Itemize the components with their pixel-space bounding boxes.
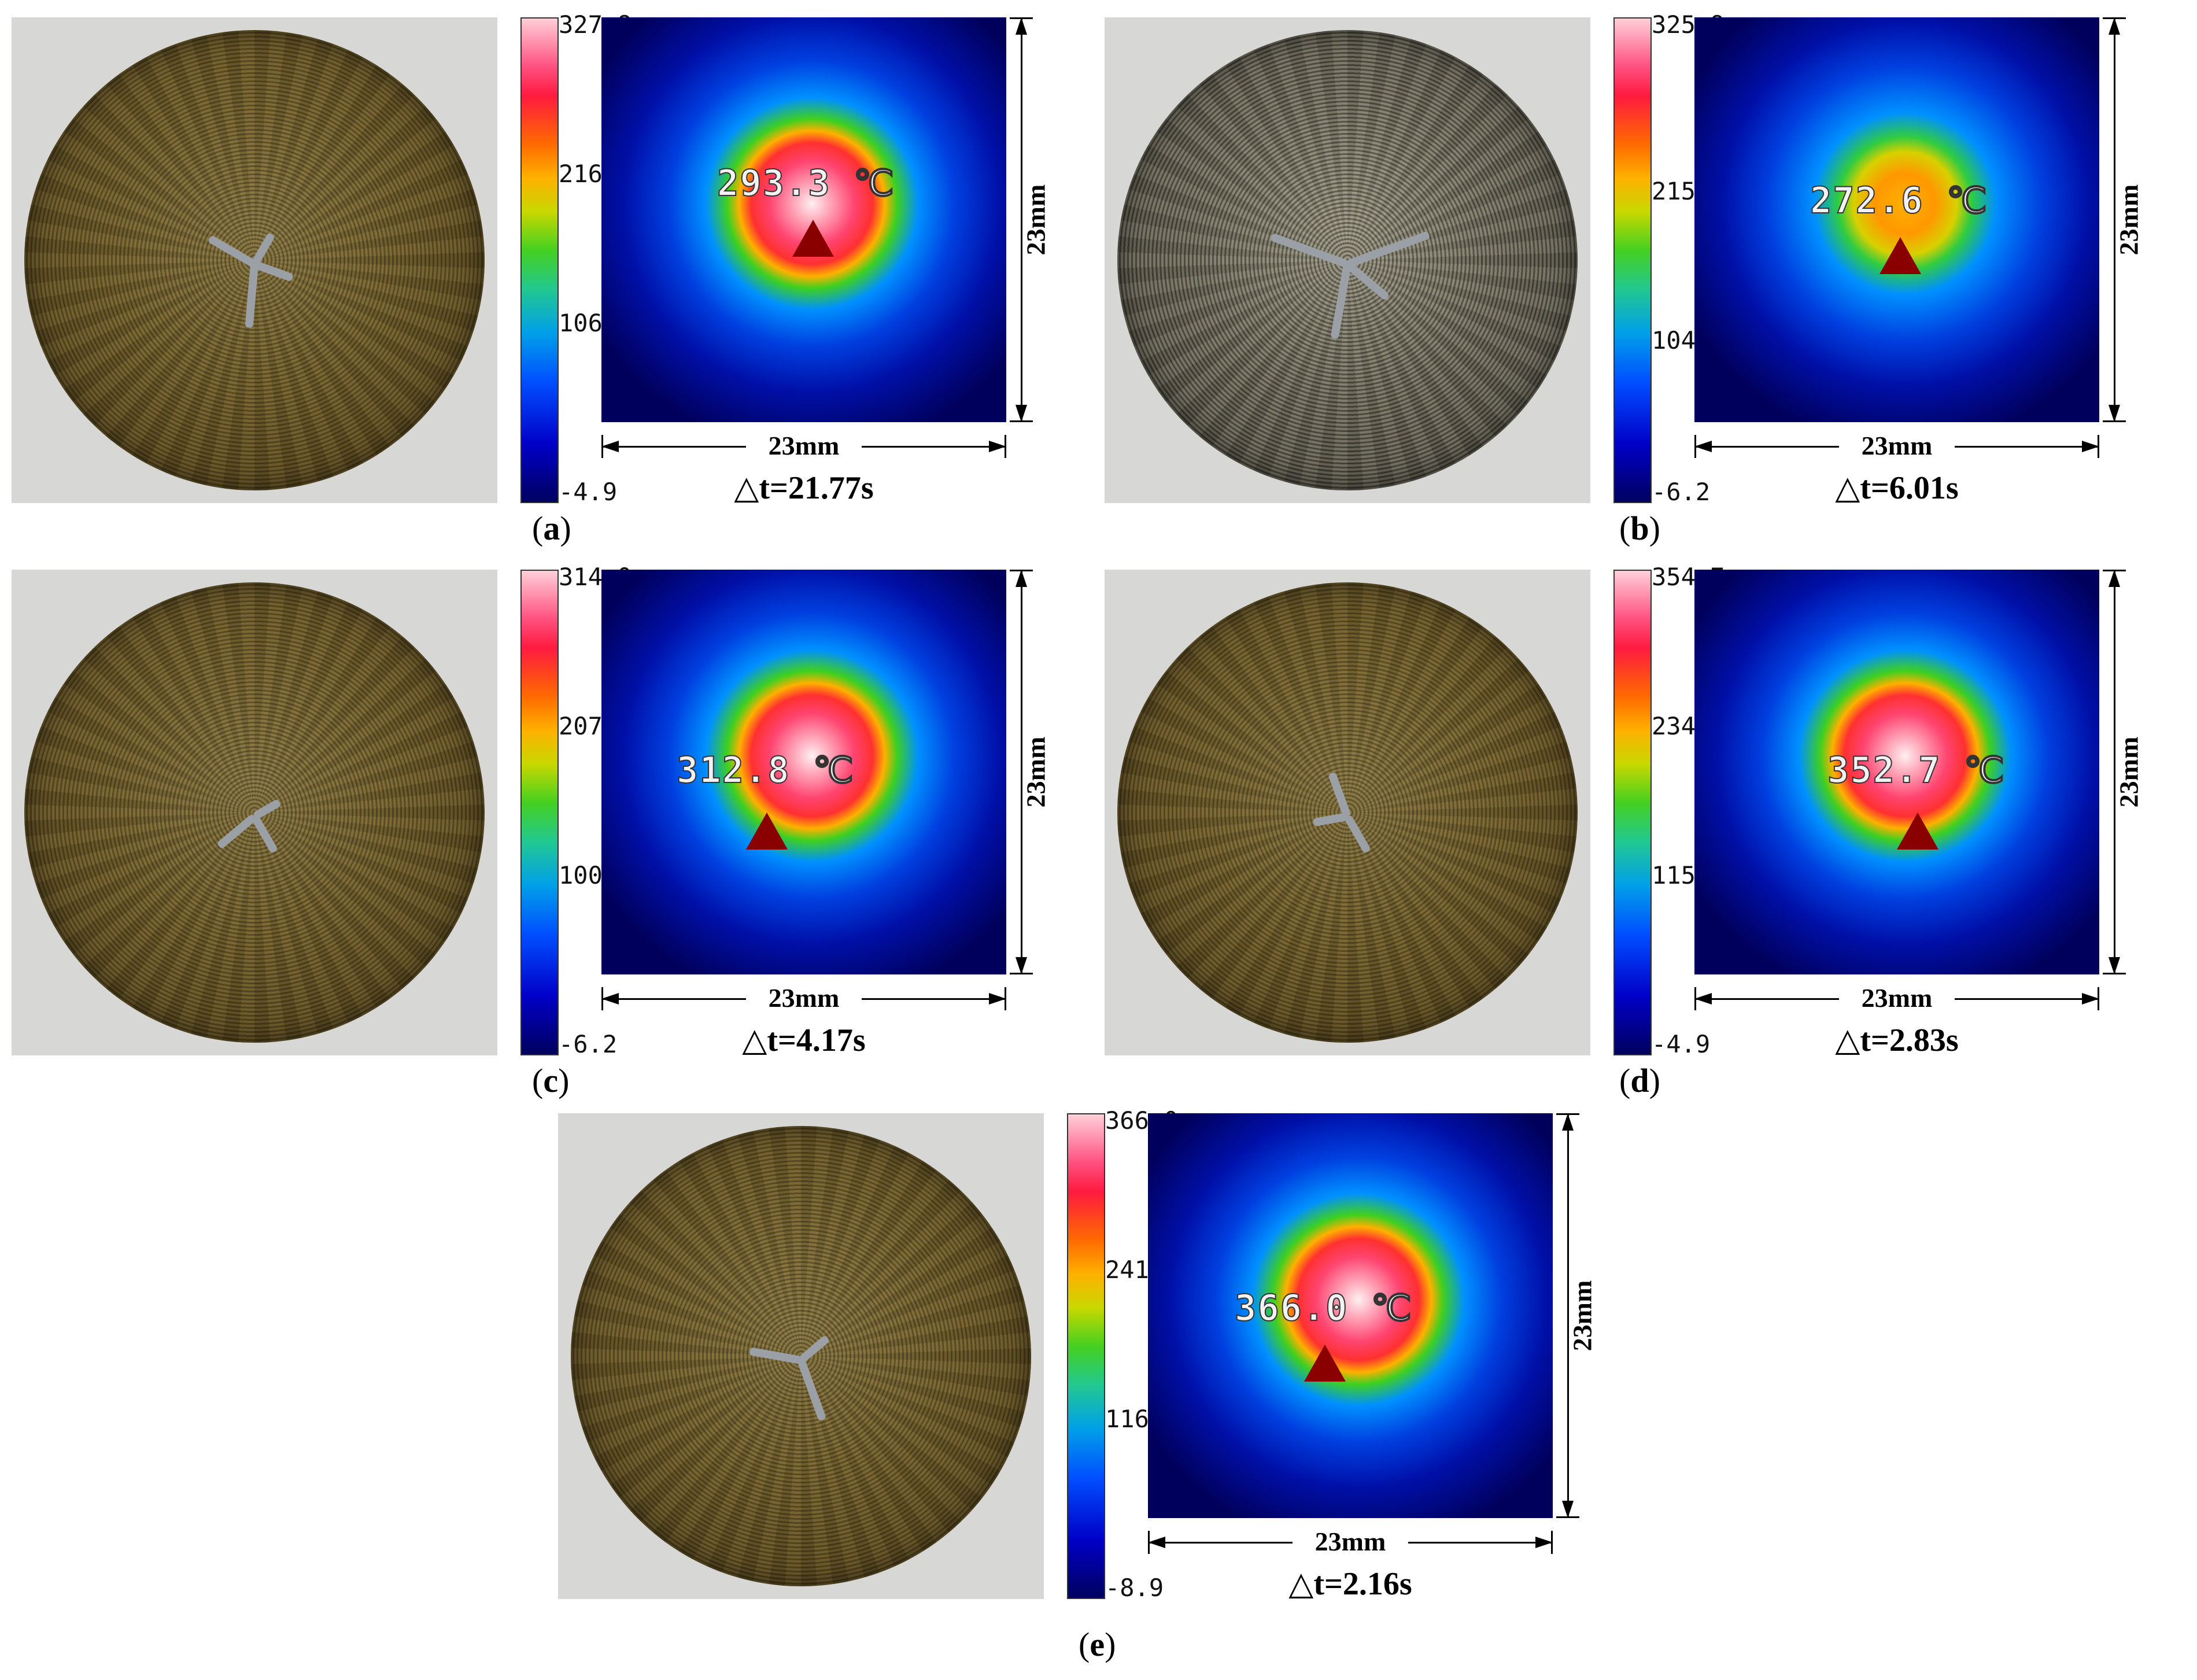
specimen-photo [1105,17,1590,503]
delta-t-label: △t=2.83s [1835,1022,1959,1058]
thermal-image: 272.6 ℃ [1694,17,2099,422]
width-dimension-label: 23mm [1839,984,1955,1013]
burn-through-crack [1270,231,1431,339]
panel-b: 325.9 215.2 104.5 -6.2 272.6 ℃ 23mm 23mm… [1105,13,2197,561]
scale-min: -6.2 [1652,478,1711,506]
triangle-marker-icon [1880,237,1921,274]
specimen-disc [24,582,485,1043]
thermal-image: 312.8 ℃ [601,570,1006,974]
panel-label: (d) [1619,1062,1660,1099]
scale-min: -4.9 [559,478,618,506]
temperature-colorbar [1613,570,1652,1055]
panel-label: (a) [532,509,571,547]
peak-temperature-readout: 312.8 ℃ [676,748,855,792]
temperature-colorbar [1613,17,1652,503]
triangle-marker-icon [1304,1345,1346,1382]
triangle-marker-icon [1897,813,1938,850]
panel-a: 327.8 216.9 106.0 -4.9 293.3 ℃ 23mm 23mm… [12,13,1110,561]
temperature-colorbar [520,17,559,503]
peak-temperature-readout: 293.3 ℃ [717,161,895,205]
height-dimension-label: 23mm [2114,736,2144,808]
vertical-dimension-arrow [1010,570,1033,974]
thermal-image: 352.7 ℃ [1694,570,2099,974]
burn-through-crack [1312,771,1372,854]
specimen-photo [12,570,497,1055]
height-dimension-label: 23mm [1021,736,1051,808]
burn-through-crack [207,232,294,328]
specimen-disc [1117,30,1578,490]
height-dimension-label: 23mm [1567,1280,1597,1352]
scale-min: -6.2 [559,1030,618,1058]
thermal-image: 293.3 ℃ [601,17,1006,422]
peak-temperature-readout: 352.7 ℃ [1827,748,2006,792]
height-dimension-label: 23mm [2114,184,2144,256]
panel-c: 314.0 207.3 100.5 -6.2 312.8 ℃ 23mm 23mm… [12,565,1110,1113]
specimen-photo [558,1113,1044,1599]
delta-t-label: △t=21.77s [734,470,874,506]
temperature-colorbar [520,570,559,1055]
burn-through-crack [216,798,282,854]
delta-t-label: △t=6.01s [1835,470,1959,506]
vertical-dimension-arrow [1010,17,1033,422]
vertical-dimension-arrow [2103,17,2126,422]
peak-temperature-readout: 272.6 ℃ [1810,179,1988,222]
width-dimension-label: 23mm [746,984,862,1013]
specimen-photo [12,17,497,503]
panel-label: (c) [532,1062,570,1099]
specimen-disc [571,1126,1031,1586]
specimen-photo [1105,570,1590,1055]
scale-min: -8.9 [1105,1574,1164,1602]
width-dimension-label: 23mm [1293,1527,1408,1556]
panel-e: 366.0 241.0 116.1 -8.9 366.0 ℃ 23mm 23mm… [558,1109,1657,1663]
temperature-colorbar [1067,1113,1105,1599]
height-dimension-label: 23mm [1021,184,1051,256]
width-dimension-label: 23mm [746,431,862,460]
delta-t-label: △t=4.17s [742,1022,866,1058]
peak-temperature-readout: 366.0 ℃ [1234,1286,1413,1330]
vertical-dimension-arrow [1556,1113,1579,1518]
vertical-dimension-arrow [2103,570,2126,974]
scale-min: -4.9 [1652,1030,1711,1058]
thermal-image: 366.0 ℃ [1148,1113,1553,1518]
specimen-disc [24,30,485,490]
panel-label: (b) [1619,509,1660,547]
panel-label: (e) [1079,1626,1116,1663]
triangle-marker-icon [792,220,834,257]
specimen-disc [1117,582,1578,1043]
triangle-marker-icon [746,813,788,850]
burn-through-crack [749,1335,830,1421]
panel-d: 354.7 234.8 115.0 -4.9 352.7 ℃ 23mm 23mm… [1105,565,2197,1113]
delta-t-label: △t=2.16s [1288,1566,1412,1602]
width-dimension-label: 23mm [1839,431,1955,460]
